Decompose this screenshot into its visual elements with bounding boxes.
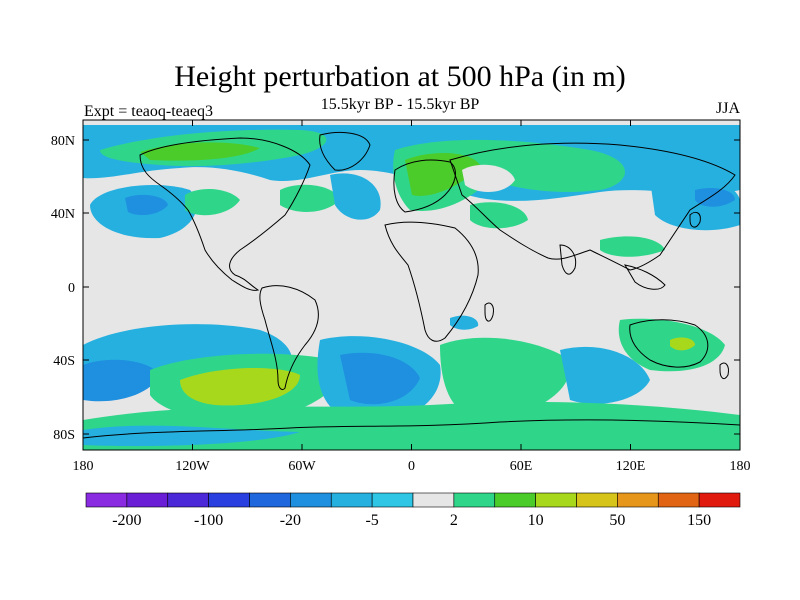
contour-nh-blue-atlantic bbox=[330, 173, 381, 220]
lon-tick-label: 180 bbox=[73, 459, 94, 474]
colorbar-swatch bbox=[535, 492, 577, 508]
contour-nh-green-mideast bbox=[470, 202, 528, 229]
colorbar-swatch bbox=[494, 492, 536, 508]
contour-sh-antarctic-cyan bbox=[83, 425, 300, 447]
lat-tick-label: 40N bbox=[51, 207, 75, 222]
lat-tick-label: 80S bbox=[53, 428, 75, 443]
coast-asia bbox=[449, 142, 736, 271]
contour-nh-cyan-gap bbox=[462, 164, 515, 192]
colorbar-swatch bbox=[617, 492, 659, 508]
coast-antarctica bbox=[83, 419, 740, 439]
contour-nh-green-europe-inner bbox=[405, 153, 480, 196]
lat-tick-label: 80N bbox=[51, 134, 75, 149]
longitude-ticks: 180 120W 60W 0 60E 120E 180 bbox=[73, 120, 751, 474]
coast-europe bbox=[393, 159, 456, 213]
lon-tick-label: 120W bbox=[175, 459, 210, 474]
contour-nh-blue-pacific-inner bbox=[125, 194, 168, 216]
contour-sh-yellow-pacific bbox=[180, 368, 300, 406]
colorbar-swatch bbox=[453, 492, 496, 508]
contour-nh-green-inner bbox=[140, 142, 260, 161]
colorbar-swatch bbox=[126, 492, 169, 508]
colorbar-swatch bbox=[167, 492, 209, 508]
lon-tick-label: 0 bbox=[408, 459, 415, 474]
contour-fields bbox=[83, 125, 740, 450]
lon-tick-label: 180 bbox=[730, 459, 751, 474]
colorbar-swatch bbox=[412, 492, 455, 508]
colorbar-label: -100 bbox=[194, 512, 223, 529]
coast-north-america bbox=[139, 137, 311, 291]
colorbar-swatch bbox=[290, 492, 332, 508]
coast-india bbox=[559, 244, 577, 275]
coast-south-america bbox=[259, 285, 319, 391]
coast-japan bbox=[689, 211, 701, 228]
colorbar-label: 150 bbox=[687, 512, 711, 529]
coast-madagascar bbox=[484, 302, 494, 322]
map-subtitle: 15.5kyr BP - 15.5kyr BP bbox=[320, 96, 480, 113]
colorbar-label: -20 bbox=[280, 512, 301, 529]
colorbar-label: 2 bbox=[450, 512, 458, 529]
contour-sh-green-indian bbox=[440, 337, 571, 421]
coast-greenland bbox=[319, 132, 371, 171]
season-label: JJA bbox=[715, 100, 740, 117]
experiment-label: Expt = teaoq-teaeq3 bbox=[84, 103, 213, 120]
contour-sh-cyan-indian bbox=[560, 346, 650, 404]
lat-tick-label: 40S bbox=[53, 354, 75, 369]
colorbar: -200 -100 -20 -5 2 10 50 150 bbox=[85, 492, 741, 529]
coast-new-zealand bbox=[719, 362, 729, 380]
coast-australia bbox=[629, 319, 709, 368]
coast-africa bbox=[384, 221, 479, 342]
contour-nh-blue-asia-inner bbox=[695, 188, 735, 207]
colorbar-swatch bbox=[208, 492, 250, 508]
lat-tick-label: 0 bbox=[68, 281, 75, 296]
contour-nh-green-namerica bbox=[185, 188, 240, 216]
contour-sh-blue-pacific bbox=[83, 359, 160, 402]
lon-tick-label: 120E bbox=[616, 459, 646, 474]
contour-nh-green-china bbox=[600, 236, 665, 257]
colorbar-swatch bbox=[330, 492, 373, 508]
contour-sh-yellow-australia bbox=[670, 337, 695, 351]
contour-nh-green-asia bbox=[560, 163, 625, 183]
colorbar-swatch bbox=[249, 492, 291, 508]
colorbar-label: 50 bbox=[609, 512, 625, 529]
colorbar-label: -5 bbox=[365, 512, 378, 529]
latitude-ticks: 80N 40N 0 40S 80S bbox=[51, 134, 740, 443]
lon-tick-label: 60W bbox=[288, 459, 316, 474]
colorbar-swatch bbox=[371, 492, 414, 508]
colorbar-label: 10 bbox=[528, 512, 544, 529]
contour-sh-blue-atlantic bbox=[340, 352, 420, 405]
colorbar-swatch bbox=[576, 492, 618, 508]
map-title: Height perturbation at 500 hPa (in m) bbox=[174, 60, 626, 93]
contour-nh-green-atlantic bbox=[280, 184, 340, 212]
colorbar-swatch bbox=[657, 492, 700, 508]
lon-tick-label: 60E bbox=[510, 459, 533, 474]
colorbar-swatch bbox=[85, 492, 128, 508]
colorbar-swatch bbox=[698, 492, 741, 508]
coast-se-asia bbox=[624, 264, 666, 290]
contour-sh-blue-south-atlantic bbox=[450, 315, 479, 330]
colorbar-label: -200 bbox=[112, 512, 141, 529]
coastlines bbox=[83, 132, 740, 439]
